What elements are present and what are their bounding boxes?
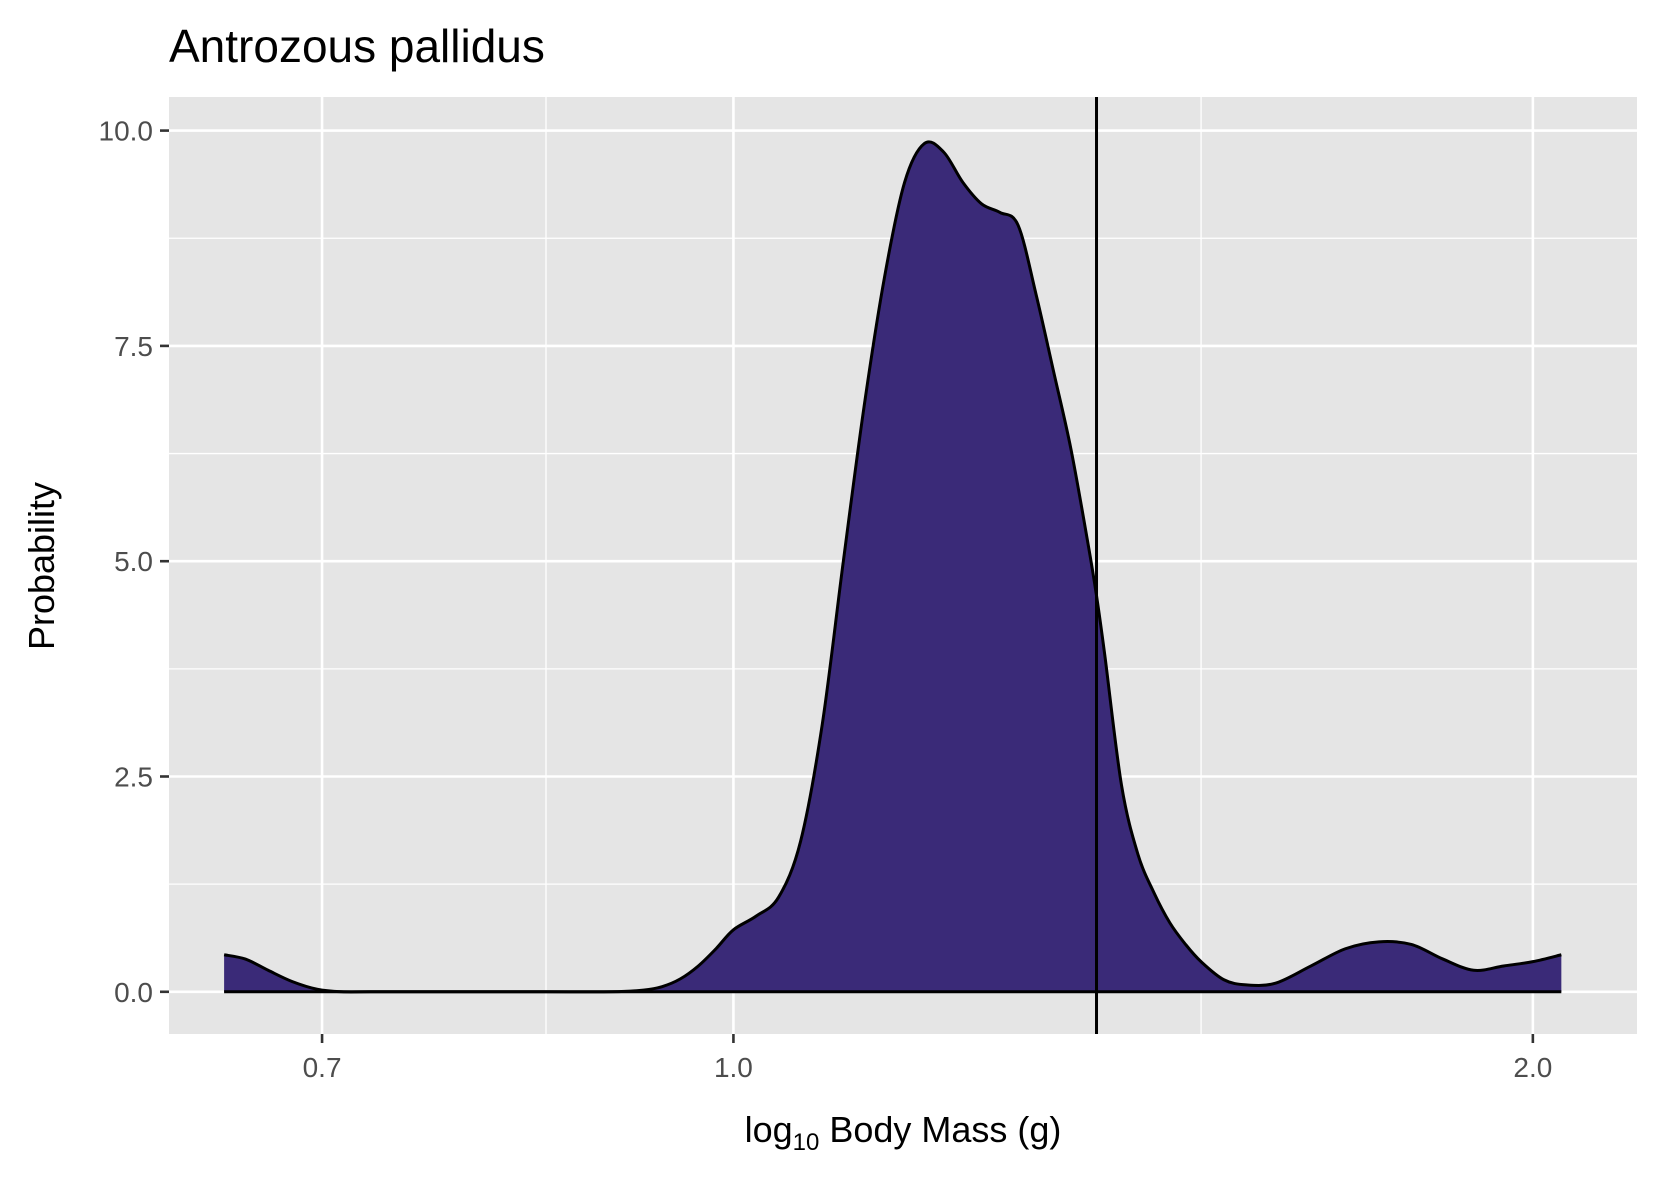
x-axis-title-prefix: log <box>745 1109 793 1150</box>
chart-title: Antrozous pallidus <box>169 20 545 72</box>
x-axis-title-suffix: Body Mass (g) <box>819 1109 1061 1150</box>
y-tick-label: 0.0 <box>114 977 153 1008</box>
x-axis-title: log10 Body Mass (g) <box>745 1109 1062 1156</box>
y-tick-label: 10.0 <box>99 116 154 147</box>
y-tick-label: 2.5 <box>114 761 153 792</box>
density-fill <box>224 141 1562 992</box>
x-axis-title-subscript: 10 <box>793 1129 820 1156</box>
x-tick-label: 2.0 <box>1513 1052 1552 1083</box>
y-axis-title: Probability <box>21 482 62 650</box>
density-area-layer <box>223 140 1562 994</box>
x-axis: 0.7 1.0 2.0 <box>303 1034 1552 1083</box>
y-axis: 0.0 2.5 5.0 7.5 10.0 <box>99 116 169 1008</box>
y-tick-label: 5.0 <box>114 546 153 577</box>
x-tick-label: 1.0 <box>714 1052 753 1083</box>
x-tick-label: 0.7 <box>303 1052 342 1083</box>
y-tick-label: 7.5 <box>114 331 153 362</box>
